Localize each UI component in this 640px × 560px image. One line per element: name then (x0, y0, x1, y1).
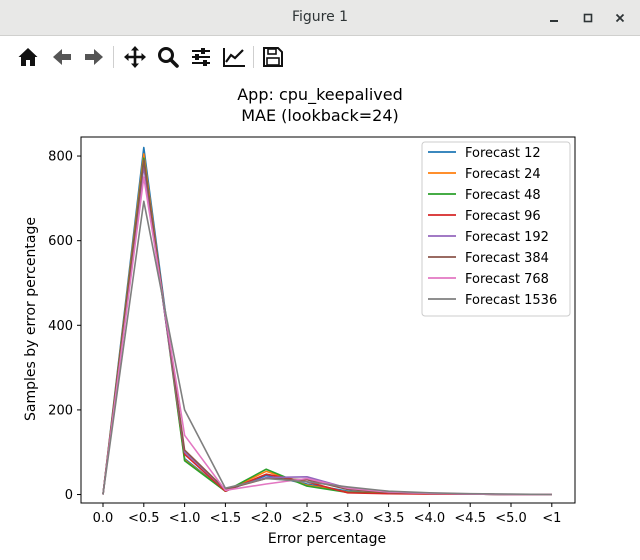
x-tick-label: <1 (542, 511, 561, 526)
legend-label: Forecast 96 (465, 209, 541, 224)
y-tick-label: 200 (48, 403, 73, 418)
x-tick-label: <4.5 (454, 511, 486, 526)
close-icon[interactable] (609, 7, 631, 29)
x-tick-label: <3.5 (373, 511, 405, 526)
series-layer (102, 146, 552, 496)
x-tick-label: <3.0 (332, 511, 364, 526)
axis-layer: 0.0 <0.5 <1.0 <1.5 <2.0 <2.5 <3.0 <3.5 <4.0 <4.5 <… (48, 136, 576, 526)
legend-label: Forecast 24 (465, 167, 541, 182)
legend-label: Forecast 48 (465, 188, 541, 203)
figure-canvas: App: cpu_keepalived MAE (lookback=24) 0.… (0, 78, 640, 556)
y-tick-label: 600 (48, 234, 73, 249)
y-tick-label: 800 (48, 150, 73, 165)
x-tick-label: <1.5 (210, 511, 242, 526)
y-tick-label: 400 (48, 319, 73, 334)
x-tick-label: <1.0 (169, 511, 201, 526)
window-title: Figure 1 (291, 9, 349, 25)
y-tick-label: 0 (65, 488, 73, 503)
legend-label: Forecast 768 (465, 272, 549, 287)
forward-icon[interactable] (80, 43, 108, 71)
x-tick-label: <5.0 (495, 511, 527, 526)
edit-axis-icon[interactable] (220, 43, 248, 71)
series-line-8 (102, 200, 552, 496)
home-icon[interactable] (14, 43, 42, 71)
save-icon[interactable] (259, 43, 287, 71)
pan-icon[interactable] (121, 43, 149, 71)
x-tick-label: 0.0 (93, 511, 114, 526)
x-tick-label: <2.0 (250, 511, 282, 526)
chart-title: App: cpu_keepalived (237, 85, 403, 105)
minimize-icon[interactable] (543, 7, 565, 29)
window-titlebar: Figure 1 (0, 0, 640, 36)
toolbar-separator (113, 46, 114, 68)
x-axis-label: Error percentage (268, 531, 386, 547)
legend-label: Forecast 384 (465, 251, 549, 266)
chart-subtitle: MAE (lookback=24) (241, 106, 399, 125)
toolbar-separator (253, 46, 254, 68)
legend-label: Forecast 12 (465, 146, 541, 161)
legend-label: Forecast 1536 (465, 293, 557, 308)
legend-label: Forecast 192 (465, 230, 549, 245)
navigation-toolbar (0, 36, 640, 78)
legend-box (421, 141, 571, 317)
x-tick-label: <4.0 (414, 511, 446, 526)
plot-frame (80, 136, 576, 504)
x-tick-label: <2.5 (291, 511, 323, 526)
zoom-icon[interactable] (154, 43, 182, 71)
back-icon[interactable] (48, 43, 76, 71)
chart: App: cpu_keepalived MAE (lookback=24) 0.… (0, 78, 640, 556)
y-axis-label: Samples by error percentage (23, 217, 39, 421)
x-tick-label: <0.5 (128, 511, 160, 526)
maximize-icon[interactable] (577, 7, 599, 29)
configure-subplots-icon[interactable] (187, 43, 215, 71)
legend: Forecast 12 Forecast 24 Forecast 48 Forecas… (421, 141, 571, 317)
